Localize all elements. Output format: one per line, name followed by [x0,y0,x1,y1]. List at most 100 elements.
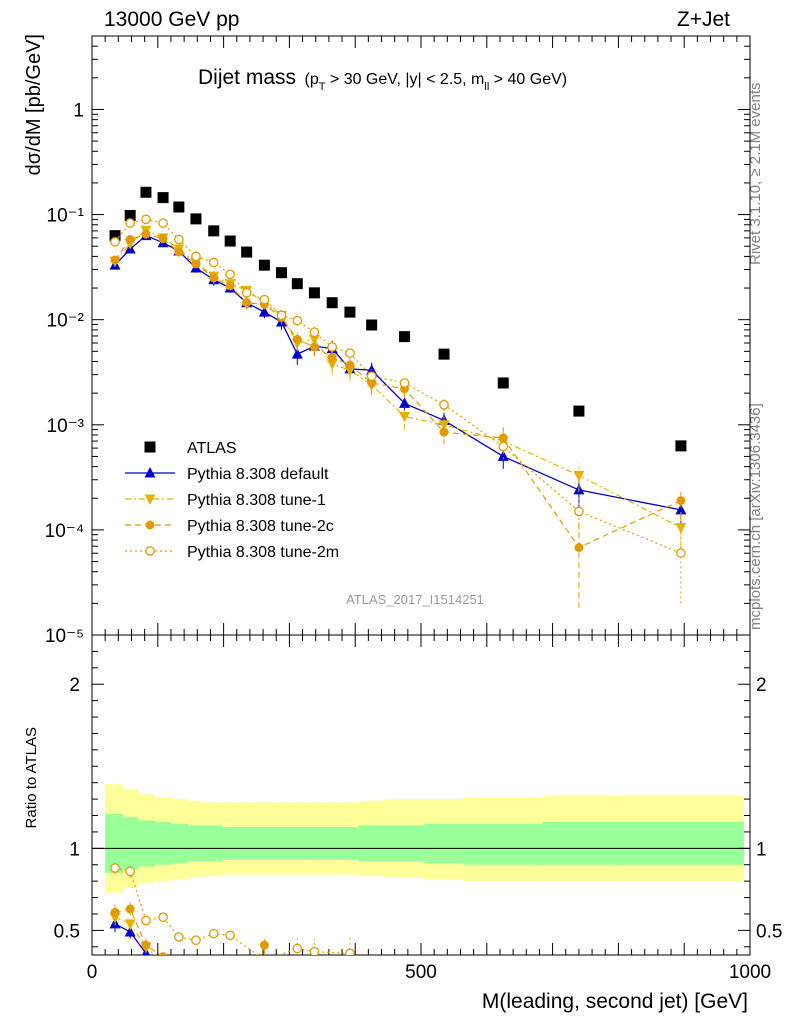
data-point [208,257,219,268]
ratio-point [141,940,151,950]
data-point [345,360,355,370]
data-point [399,397,411,408]
data-point [158,218,168,228]
band-green [222,827,239,860]
band-green [122,817,139,870]
main-y-tick-label: 10⁻⁵ [45,626,84,647]
ratio-ylabel: Ratio to ATLAS [23,727,40,828]
data-point [498,441,509,452]
data-point [675,503,687,515]
band-green [340,827,359,860]
ratio-point [292,943,303,954]
band-green [105,813,124,873]
band-green [358,825,386,862]
x-tick-label: 500 [405,962,437,983]
data-point [157,192,169,204]
data-point [110,255,120,265]
data-point [224,235,236,247]
ratio-point [158,957,169,968]
data-point [124,209,136,221]
ratio-series [109,861,355,968]
legend-label: Pythia 8.308 default [187,466,329,483]
data-point [438,420,450,431]
legend-label: ATLAS [187,440,237,457]
data-point [439,427,449,437]
series-tune2m [110,214,686,604]
band-green [424,823,465,864]
band-green [289,827,307,860]
data-point [191,251,201,262]
legend-item-default: Pythia 8.308 default [125,466,329,483]
data-point [675,523,687,534]
data-point [676,548,686,559]
data-point [109,230,121,242]
data-point [158,234,168,244]
band-green [618,822,744,865]
ratio-y-tick-label-right: 2 [756,675,767,696]
data-point [574,542,584,552]
title-main: Dijet mass [198,66,296,89]
ratio-series-default [109,915,169,968]
data-point [497,450,509,461]
data-point [344,306,356,318]
ratio-series-tune2c [110,902,269,955]
data-point [208,225,220,237]
data-point [225,281,235,291]
data-point [209,273,219,283]
ratio-point [158,912,168,923]
legend-marker [145,546,155,556]
data-point [497,377,509,389]
legend-label: Pythia 8.308 tune-2m [187,544,339,561]
main-y-tick-label: 10⁻³ [47,416,85,437]
data-point [110,237,120,247]
ratio-point [110,863,120,873]
series-tune2c [110,229,686,609]
ratio-point [158,952,168,955]
band-green [203,825,223,862]
main-ylabel: dσ/dM [pb/GeV] [23,34,45,175]
data-point [191,259,201,269]
ratio-y-tick-label-left: 0.5 [54,921,80,942]
data-point [259,294,270,305]
ratio-point [125,866,136,877]
band-green [238,827,256,860]
series-line-tune1 [114,229,682,529]
ratio-y-tick-label-left: 2 [69,675,80,696]
mcplots-label: mcplots.cern.ch [arXiv:1306.3436] [747,403,764,630]
data-point [140,186,152,198]
ratio-line [114,908,162,955]
band-green [384,825,425,862]
header-left: 13000 GeV pp [104,8,239,31]
band-green [542,822,619,865]
data-point [327,342,338,352]
ratio-series-tune2m [110,861,355,964]
ratio-point [141,915,151,926]
ratio-point [259,940,269,950]
data-point [366,319,378,331]
data-point [173,201,185,213]
ratio-line [114,916,156,955]
data-point [292,315,303,326]
ratio-point [174,932,184,942]
analysis-id: ATLAS_2017_I1514251 [346,592,484,607]
data-point [574,506,584,517]
ratio-point [345,948,355,955]
chart-title: Dijet mass (pT > 30 GeV, |y| < 2.5, mll … [198,66,567,93]
data-point [276,267,288,279]
band-green [322,827,342,860]
ratio-y-tick-label-left: 1 [69,839,80,860]
ratio-point [260,956,268,964]
band-green [255,827,274,860]
data-point [291,278,303,290]
ratio-y-tick-label-right: 1 [756,839,767,860]
band-green [187,825,205,862]
data-point [292,334,302,344]
x-tick-label: 0 [87,962,98,983]
data-point [573,470,585,482]
data-point [327,352,337,362]
data-point [241,287,252,298]
data-point [309,342,319,352]
ratio-point [124,926,136,937]
ratio-point [110,907,120,917]
data-point [399,411,411,423]
